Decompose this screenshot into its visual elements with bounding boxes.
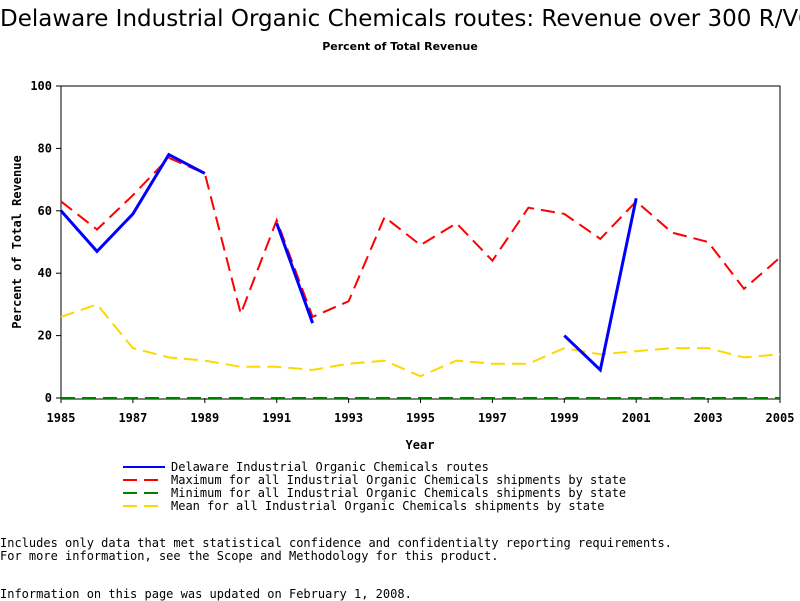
- chart-subtitle: Percent of Total Revenue: [322, 40, 478, 53]
- y-tick-label: 80: [38, 141, 52, 155]
- series-line-maximum-for-all-industrial-organic-chemicals-shipments-by-state: [60, 156, 781, 319]
- y-tick-label: 60: [38, 204, 52, 218]
- legend-label: Maximum for all Industrial Organic Chemi…: [171, 473, 626, 487]
- x-tick-label: 2001: [622, 411, 651, 425]
- x-tick-label: 1991: [262, 411, 291, 425]
- y-tick-label: 40: [38, 266, 52, 280]
- plot-frame: [60, 85, 781, 400]
- x-tick-label: 1993: [334, 411, 363, 425]
- x-tick-label: 1997: [478, 411, 507, 425]
- footnote-confidentiality: Includes only data that met statistical …: [0, 536, 672, 550]
- axis-ticks: 1985 1987 1989 1991 1993 1995 1997 1999 2001 2003…: [30, 79, 794, 425]
- legend: Delaware Industrial Organic Chemicals ro…: [123, 460, 626, 513]
- y-tick-label: 20: [38, 329, 52, 343]
- chart-title: Delaware Industrial Organic Chemicals ro…: [0, 6, 800, 32]
- x-tick-label: 1989: [190, 411, 219, 425]
- x-tick-label: 2003: [694, 411, 723, 425]
- x-axis-title: Year: [406, 438, 435, 452]
- footnote-updated: Information on this page was updated on …: [0, 587, 412, 601]
- series-line-delaware-industrial-organic-chemicals-routes: [275, 222, 315, 324]
- legend-label: Delaware Industrial Organic Chemicals ro…: [171, 460, 489, 474]
- y-tick-label: 100: [30, 79, 52, 93]
- legend-label: Minimum for all Industrial Organic Chemi…: [171, 486, 626, 500]
- x-tick-label: 1999: [550, 411, 579, 425]
- series-line-mean-for-all-industrial-organic-chemicals-shipments-by-state: [60, 303, 781, 378]
- y-axis-title: Percent of Total Revenue: [10, 155, 24, 328]
- x-tick-label: 1995: [406, 411, 435, 425]
- series-lines: [59, 152, 781, 399]
- footnote-methodology: For more information, see the Scope and …: [0, 549, 499, 563]
- x-tick-label: 2005: [766, 411, 795, 425]
- series-line-delaware-industrial-organic-chemicals-routes: [563, 197, 638, 373]
- legend-label: Mean for all Industrial Organic Chemical…: [171, 499, 604, 513]
- x-tick-label: 1987: [118, 411, 147, 425]
- series-line-delaware-industrial-organic-chemicals-routes: [59, 152, 206, 254]
- x-tick-label: 1985: [47, 411, 76, 425]
- y-tick-label: 0: [45, 391, 52, 405]
